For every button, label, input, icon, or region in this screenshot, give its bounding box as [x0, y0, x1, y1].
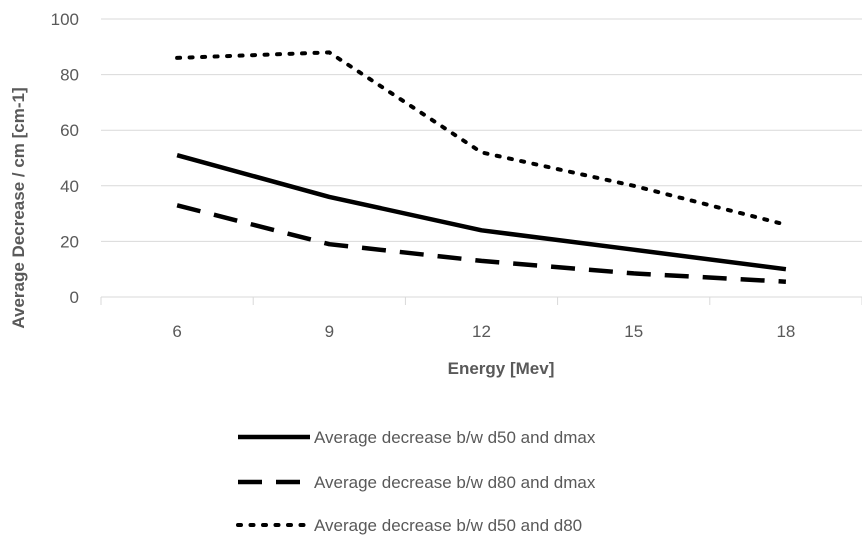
series-line-1	[176, 153, 787, 272]
y-tick-label: 80	[60, 66, 79, 85]
y-tick-label: 100	[51, 10, 79, 29]
legend: Average decrease b/w d50 and dmax Average…	[236, 428, 596, 535]
y-tick-label: 20	[60, 232, 79, 251]
y-tick-label: 60	[60, 121, 79, 140]
y-tick-labels: 0 20 40 60 80 100	[51, 10, 79, 307]
x-axis-title: Energy [Mev]	[448, 359, 555, 378]
x-tick-label: 6	[172, 322, 181, 341]
x-tick-label: 15	[624, 322, 643, 341]
x-tick-label: 18	[776, 322, 795, 341]
y-tick-label: 0	[70, 288, 79, 307]
legend-label-2: Average decrease b/w d80 and dmax	[314, 473, 596, 492]
x-tick-label: 9	[325, 322, 334, 341]
gridlines	[100, 18, 862, 305]
y-axis-title: Average Decrease / cm [cm-1]	[9, 87, 28, 328]
series-line-2	[176, 203, 787, 284]
y-tick-label: 40	[60, 177, 79, 196]
series-lines	[175, 50, 788, 284]
x-tick-label: 12	[472, 322, 491, 341]
legend-label-3: Average decrease b/w d50 and d80	[314, 516, 582, 535]
legend-label-1: Average decrease b/w d50 and dmax	[314, 428, 596, 447]
series-line-3	[175, 50, 788, 227]
x-tick-labels: 6 9 12 15 18	[172, 322, 795, 341]
